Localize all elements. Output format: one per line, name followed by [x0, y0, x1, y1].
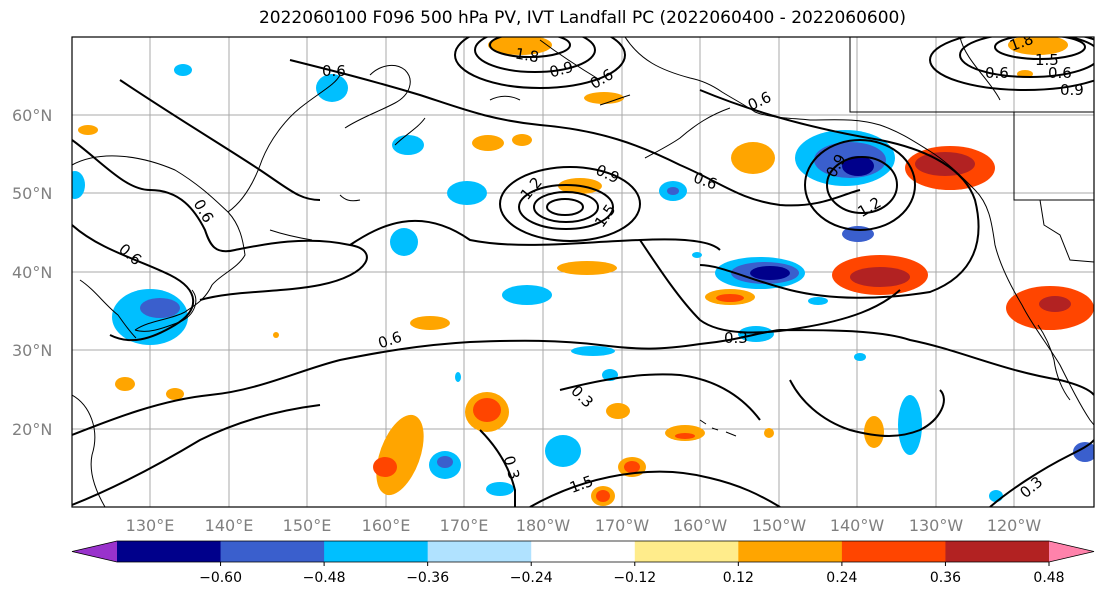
lat-label-50n: 50°N	[12, 184, 52, 203]
colorbar-segment	[324, 541, 429, 562]
lat-label-20n: 20°N	[12, 420, 52, 439]
colorbar-segment	[841, 541, 946, 562]
colorbar-tick-label: 0.36	[930, 570, 961, 586]
colorbar-segment	[738, 541, 843, 562]
pv-negative-anomalies	[72, 64, 1094, 502]
coastlines	[72, 37, 1094, 507]
colorbar-tick-label: 0.48	[1033, 570, 1064, 586]
lon-label: 130°W	[909, 516, 964, 535]
lon-label: 160°W	[673, 516, 728, 535]
map-title: 2022060100 F096 500 hPa PV, IVT Landfall…	[258, 8, 906, 28]
colorbar-tick-label: −0.12	[613, 570, 656, 586]
lat-label-40n: 40°N	[12, 263, 52, 282]
pv-positive-anomalies	[78, 37, 1094, 506]
colorbar-segment	[220, 541, 325, 562]
colorbar-extend-low	[72, 541, 117, 562]
colorbar-segment	[427, 541, 532, 562]
lon-label: 150°E	[283, 516, 332, 535]
colorbar-tick-label: −0.36	[406, 570, 449, 586]
contour-label: 0.6	[322, 62, 346, 80]
lon-label: 140°E	[205, 516, 254, 535]
lon-label: 170°W	[595, 516, 650, 535]
lon-label: 180°W	[516, 516, 571, 535]
colorbar-tick-label: 0.24	[826, 570, 857, 586]
lat-label-60n: 60°N	[12, 106, 52, 125]
contour-label: 0.6	[985, 64, 1009, 82]
contour-label: 0.9	[1060, 81, 1084, 99]
lon-label: 140°W	[830, 516, 885, 535]
colorbar-extend-high	[1049, 541, 1094, 562]
contour-label: 1.8	[514, 44, 541, 66]
contour-label: 0.3	[724, 329, 748, 347]
map-frame	[71, 36, 1095, 508]
lon-label: 160°E	[362, 516, 411, 535]
lon-label: 150°W	[752, 516, 807, 535]
colorbar-outline	[71, 540, 1095, 563]
colorbar-tick-label: 0.12	[723, 570, 754, 586]
lat-label-30n: 30°N	[12, 341, 52, 360]
lon-label: 170°E	[440, 516, 489, 535]
colorbar-segment	[531, 541, 636, 562]
contour-label: 0.3	[500, 454, 524, 482]
contour-label: 0.6	[1048, 64, 1072, 82]
colorbar: −0.60 −0.48 −0.36 −0.24 −0.12 0.12 0.24 0.36 0.4…	[71, 540, 1095, 586]
latitude-labels: 60°N 50°N 40°N 30°N 20°N	[12, 106, 52, 439]
colorbar-segment	[117, 541, 222, 562]
longitude-labels: 130°E 140°E 150°E 160°E 170°E 180°W 170°…	[126, 516, 1042, 535]
lon-label: 130°E	[126, 516, 175, 535]
colorbar-segment	[945, 541, 1050, 562]
colorbar-tick-label: −0.60	[199, 570, 242, 586]
contour-label: 0.9	[547, 58, 575, 82]
pv-contours	[72, 37, 1094, 507]
contour-label: 1.5	[1035, 51, 1059, 69]
colorbar-segment	[634, 541, 739, 562]
colorbar-tick-label: −0.48	[303, 570, 346, 586]
colorbar-tick-label: −0.24	[510, 570, 553, 586]
lon-label: 120°W	[987, 516, 1042, 535]
